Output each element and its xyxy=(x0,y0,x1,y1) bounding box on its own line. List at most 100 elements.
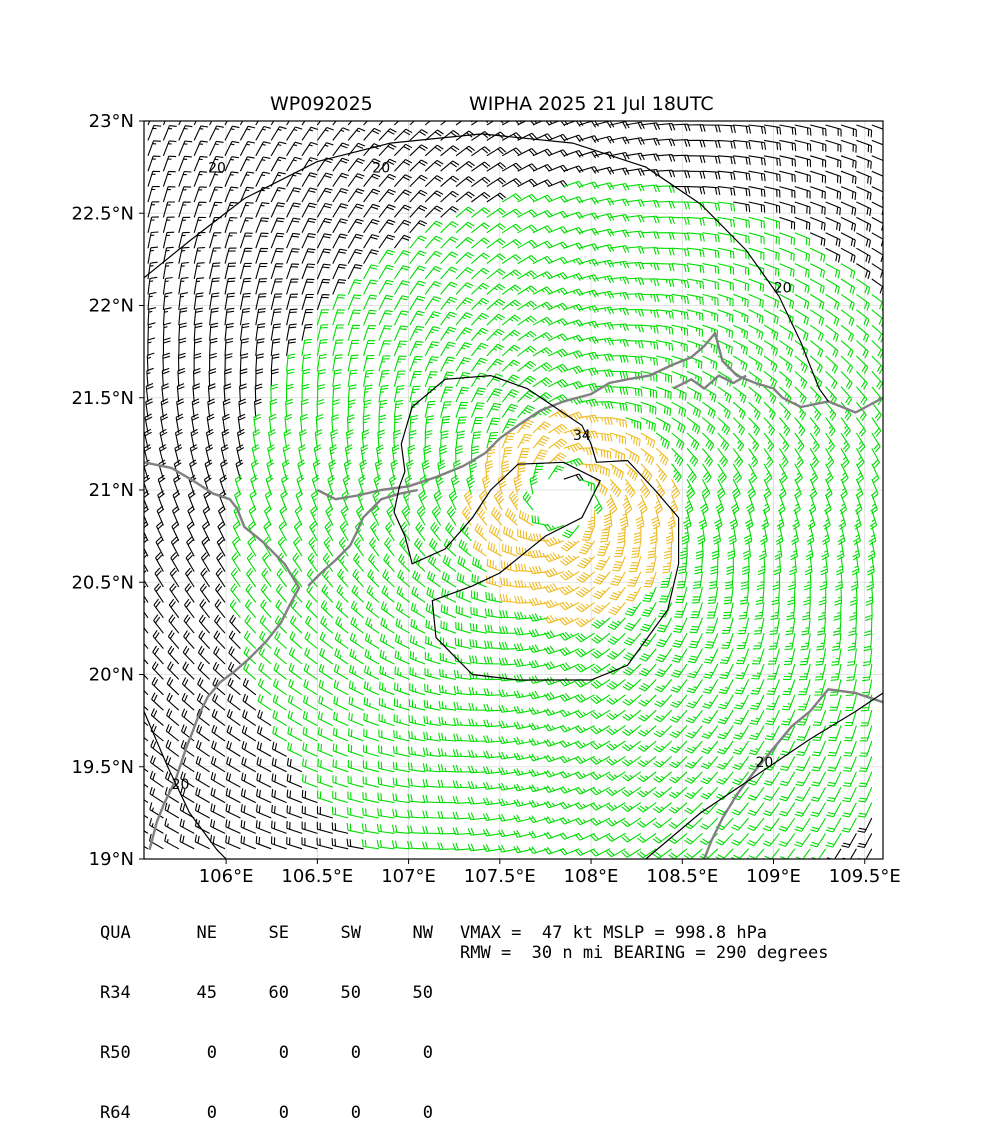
wind-barb xyxy=(318,663,334,680)
wind-barb xyxy=(226,756,241,773)
wind-barb xyxy=(831,648,842,666)
wind-barb xyxy=(144,601,149,619)
wind-barb xyxy=(320,600,334,619)
wind-barb xyxy=(605,848,626,858)
wind-barb xyxy=(270,232,285,249)
contour-34kt xyxy=(393,374,680,681)
wind-barb xyxy=(579,430,599,440)
wind-barb xyxy=(144,721,149,727)
wind-barb xyxy=(209,352,217,372)
wind-barb xyxy=(470,431,482,449)
r34-sw: 50 xyxy=(340,983,361,1003)
wind-barb xyxy=(307,552,318,572)
wind-barb xyxy=(744,509,754,530)
wind-barb xyxy=(499,593,518,603)
wind-barb xyxy=(332,142,350,157)
wind-barb xyxy=(548,333,569,342)
wind-barb xyxy=(385,521,395,542)
wind-barb xyxy=(178,292,188,310)
wind-barb xyxy=(439,652,457,665)
wind-barb xyxy=(316,309,329,326)
wind-barb xyxy=(193,322,203,341)
wind-barb xyxy=(363,744,380,757)
wind-barb xyxy=(167,630,180,649)
wind-barb xyxy=(685,709,703,724)
wind-barb xyxy=(501,178,522,188)
wind-barb xyxy=(211,709,226,727)
lon-tick-label: 107.5°E xyxy=(464,866,536,887)
wind-barb xyxy=(637,802,657,813)
wind-barb xyxy=(501,147,522,157)
wind-barb xyxy=(440,341,456,357)
wind-barb xyxy=(144,736,149,742)
wind-barb xyxy=(513,721,534,730)
wind-barb xyxy=(606,678,626,690)
wind-barb xyxy=(786,602,796,621)
wind-barb xyxy=(437,811,457,819)
wind-barb xyxy=(732,386,747,404)
wind-barb xyxy=(424,220,443,234)
wind-barb xyxy=(360,444,369,464)
wind-barb xyxy=(230,567,241,588)
wind-barb xyxy=(440,175,460,188)
wind-barb xyxy=(653,755,672,768)
wind-barb xyxy=(862,663,873,682)
wind-barb xyxy=(214,614,226,634)
wind-barb xyxy=(808,494,817,515)
wind-barb xyxy=(270,126,287,141)
wind-barb xyxy=(302,695,318,711)
wind-barb xyxy=(579,305,599,313)
wind-barb xyxy=(440,401,452,418)
wind-barb xyxy=(147,170,161,187)
wind-barb xyxy=(301,202,317,218)
wind-barb xyxy=(486,373,504,388)
wind-barb xyxy=(594,463,611,477)
wind-barb xyxy=(528,707,549,715)
wind-barb xyxy=(146,352,155,372)
wind-barb xyxy=(289,631,303,650)
wind-barb xyxy=(779,771,796,787)
wind-barb xyxy=(379,665,395,680)
wind-barb xyxy=(154,583,164,603)
wind-barb xyxy=(707,586,719,605)
wind-barb xyxy=(467,827,487,836)
wind-barb xyxy=(376,824,395,834)
wind-barb xyxy=(458,539,472,557)
wind-barb xyxy=(748,232,765,245)
wind-barb xyxy=(270,141,287,157)
wind-barb xyxy=(732,324,749,340)
wind-barb xyxy=(748,155,766,166)
wind-barb xyxy=(701,709,719,724)
wind-barb xyxy=(581,525,596,541)
wind-barb xyxy=(440,386,454,403)
wind-barb xyxy=(794,386,807,405)
wind-barb xyxy=(194,834,210,850)
wind-barb xyxy=(594,447,612,459)
wind-barb xyxy=(671,216,690,226)
wind-barb xyxy=(452,796,472,804)
wind-barb xyxy=(856,355,869,374)
wind-barb xyxy=(441,571,457,588)
wind-barb xyxy=(656,232,675,240)
wind-barb xyxy=(467,750,487,758)
wind-barb xyxy=(637,740,657,752)
wind-barb xyxy=(365,600,380,619)
wind-barb xyxy=(532,301,553,311)
wind-barb xyxy=(686,370,703,386)
wind-barb xyxy=(563,303,584,312)
wind-barb xyxy=(825,355,838,374)
wind-barb xyxy=(500,577,518,588)
wind-barb xyxy=(746,833,765,847)
wind-barb xyxy=(738,602,750,620)
wind-barb xyxy=(625,121,645,130)
wind-barb xyxy=(501,418,517,434)
wind-barb xyxy=(192,367,201,387)
wind-barb xyxy=(856,263,871,280)
wind-barb xyxy=(252,429,261,449)
wind-barb xyxy=(856,247,871,264)
wind-barb xyxy=(793,494,801,515)
wind-barb xyxy=(483,703,503,712)
coastline-segment xyxy=(144,461,301,851)
wind-barb xyxy=(853,509,862,530)
wind-barb xyxy=(856,124,873,138)
